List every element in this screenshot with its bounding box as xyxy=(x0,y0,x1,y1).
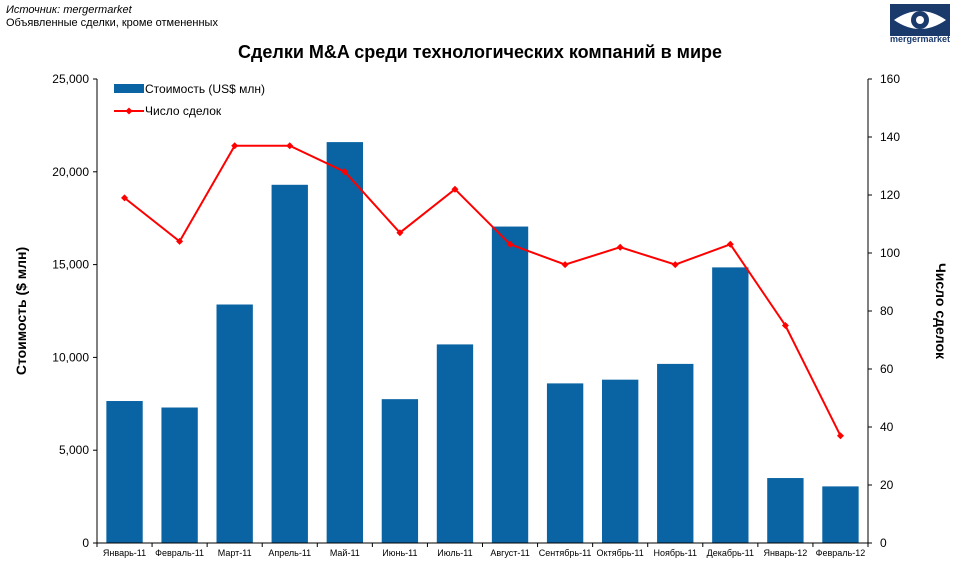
deals-point-13 xyxy=(781,322,789,329)
deals-point-3 xyxy=(231,142,239,150)
bar-12 xyxy=(712,267,749,543)
bar-13 xyxy=(767,478,804,543)
x-tick-label: Февраль-12 xyxy=(816,548,866,558)
y2-tick-label: 120 xyxy=(880,188,900,202)
source-line: Источник: mergermarket xyxy=(6,4,132,16)
y2-axis-title: Число сделок xyxy=(933,263,949,360)
x-tick-label: Ноябрь-11 xyxy=(653,548,697,558)
x-tick-label: Март-11 xyxy=(218,548,252,558)
legend-bar-swatch xyxy=(114,84,144,93)
bar-9 xyxy=(546,383,584,543)
y2-tick-label: 40 xyxy=(880,420,894,434)
deals-point-9 xyxy=(561,261,569,269)
y-axis-title: Стоимость ($ млн) xyxy=(13,247,29,375)
mergermarket-logo xyxy=(890,4,950,36)
x-tick-label: Сентябрь-11 xyxy=(539,548,592,558)
y2-tick-label: 60 xyxy=(880,362,894,376)
y2-tick-label: 140 xyxy=(880,130,900,144)
x-tick-label: Май-11 xyxy=(330,548,360,558)
bar-5 xyxy=(326,142,363,543)
deals-point-10 xyxy=(616,243,624,251)
scope-note-line: Объявленные сделки, кроме отмененных xyxy=(6,17,218,29)
bar-6 xyxy=(381,399,419,543)
bar-8 xyxy=(491,226,529,543)
deals-point-12 xyxy=(726,240,734,248)
x-tick-label: Январь-12 xyxy=(763,548,807,558)
x-tick-label: Июнь-11 xyxy=(382,548,417,558)
deals-point-6 xyxy=(396,229,404,237)
y2-tick-label: 100 xyxy=(880,246,900,260)
x-tick-label: Апрель-11 xyxy=(268,548,311,558)
y-tick-label: 5,000 xyxy=(59,443,89,457)
deals-point-1 xyxy=(121,194,129,202)
deals-point-5 xyxy=(341,168,349,176)
bar-14 xyxy=(822,486,859,543)
bar-7 xyxy=(436,344,474,543)
legend-line-marker xyxy=(125,107,133,115)
x-tick-label: Февраль-11 xyxy=(155,548,204,558)
x-tick-label: Август-11 xyxy=(490,548,529,558)
bar-10 xyxy=(602,379,639,543)
bar-2 xyxy=(161,407,198,543)
deals-point-11 xyxy=(671,261,679,269)
deals-point-7 xyxy=(451,185,459,193)
chart-title: Сделки M&A среди технологических компани… xyxy=(237,42,723,62)
bar-11 xyxy=(657,363,694,543)
y-tick-label: 15,000 xyxy=(52,258,89,272)
legend-bar-label: Стоимость (US$ млн) xyxy=(145,82,265,96)
bar-4 xyxy=(271,184,308,544)
legend-line-label: Число сделок xyxy=(145,104,222,118)
x-tick-label: Декабрь-11 xyxy=(707,548,754,558)
y-tick-label: 10,000 xyxy=(52,350,89,364)
bar-3 xyxy=(216,304,253,543)
x-tick-label: Октябрь-11 xyxy=(597,548,644,558)
deals-point-4 xyxy=(286,142,294,150)
deals-count-line xyxy=(123,144,842,437)
y-tick-label: 20,000 xyxy=(52,165,89,179)
y2-tick-label: 80 xyxy=(880,304,894,318)
y2-tick-label: 20 xyxy=(880,478,894,492)
y-tick-label: 25,000 xyxy=(52,72,89,86)
logo-wordmark: mergermarket xyxy=(889,34,951,44)
deals-point-8 xyxy=(506,240,514,248)
source-note: Источник: mergermarket Объявленные сделк… xyxy=(6,4,218,30)
y-tick-label: 0 xyxy=(82,536,89,550)
deals-point-2 xyxy=(176,237,184,245)
deals-point-14 xyxy=(836,432,844,440)
y2-tick-label: 160 xyxy=(880,72,900,86)
x-tick-label: Июль-11 xyxy=(437,548,472,558)
y2-tick-label: 0 xyxy=(880,536,887,550)
x-tick-label: Январь-11 xyxy=(103,548,146,558)
bar-1 xyxy=(106,401,143,543)
